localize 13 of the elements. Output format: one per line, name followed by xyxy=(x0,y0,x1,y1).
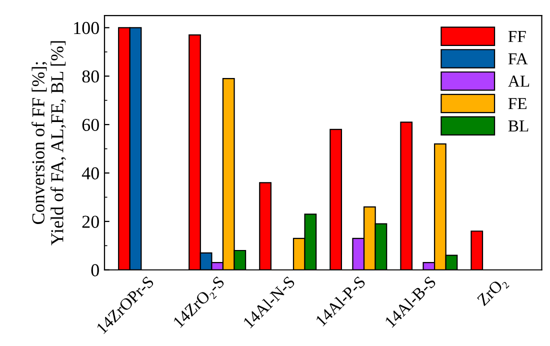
legend-label: FE xyxy=(508,98,526,110)
x-tick-label: ZrO₂ xyxy=(476,276,510,308)
y-tick-label: 60 xyxy=(82,118,99,131)
legend-label: BL xyxy=(508,120,528,132)
legend-label: FA xyxy=(508,53,528,64)
y-tick-label: 0 xyxy=(91,264,99,276)
legend-label: FF xyxy=(508,30,526,42)
y-tick-label: 100 xyxy=(74,22,99,34)
y-tick-label: 20 xyxy=(82,216,99,228)
legend-label: AL xyxy=(508,76,530,87)
y-tick-label: 40 xyxy=(82,167,99,180)
y-axis-title: Conversion of FF [%]; Yield of FA, AL,FE, BL [%] xyxy=(32,41,66,246)
y-tick-label: 80 xyxy=(82,70,99,83)
